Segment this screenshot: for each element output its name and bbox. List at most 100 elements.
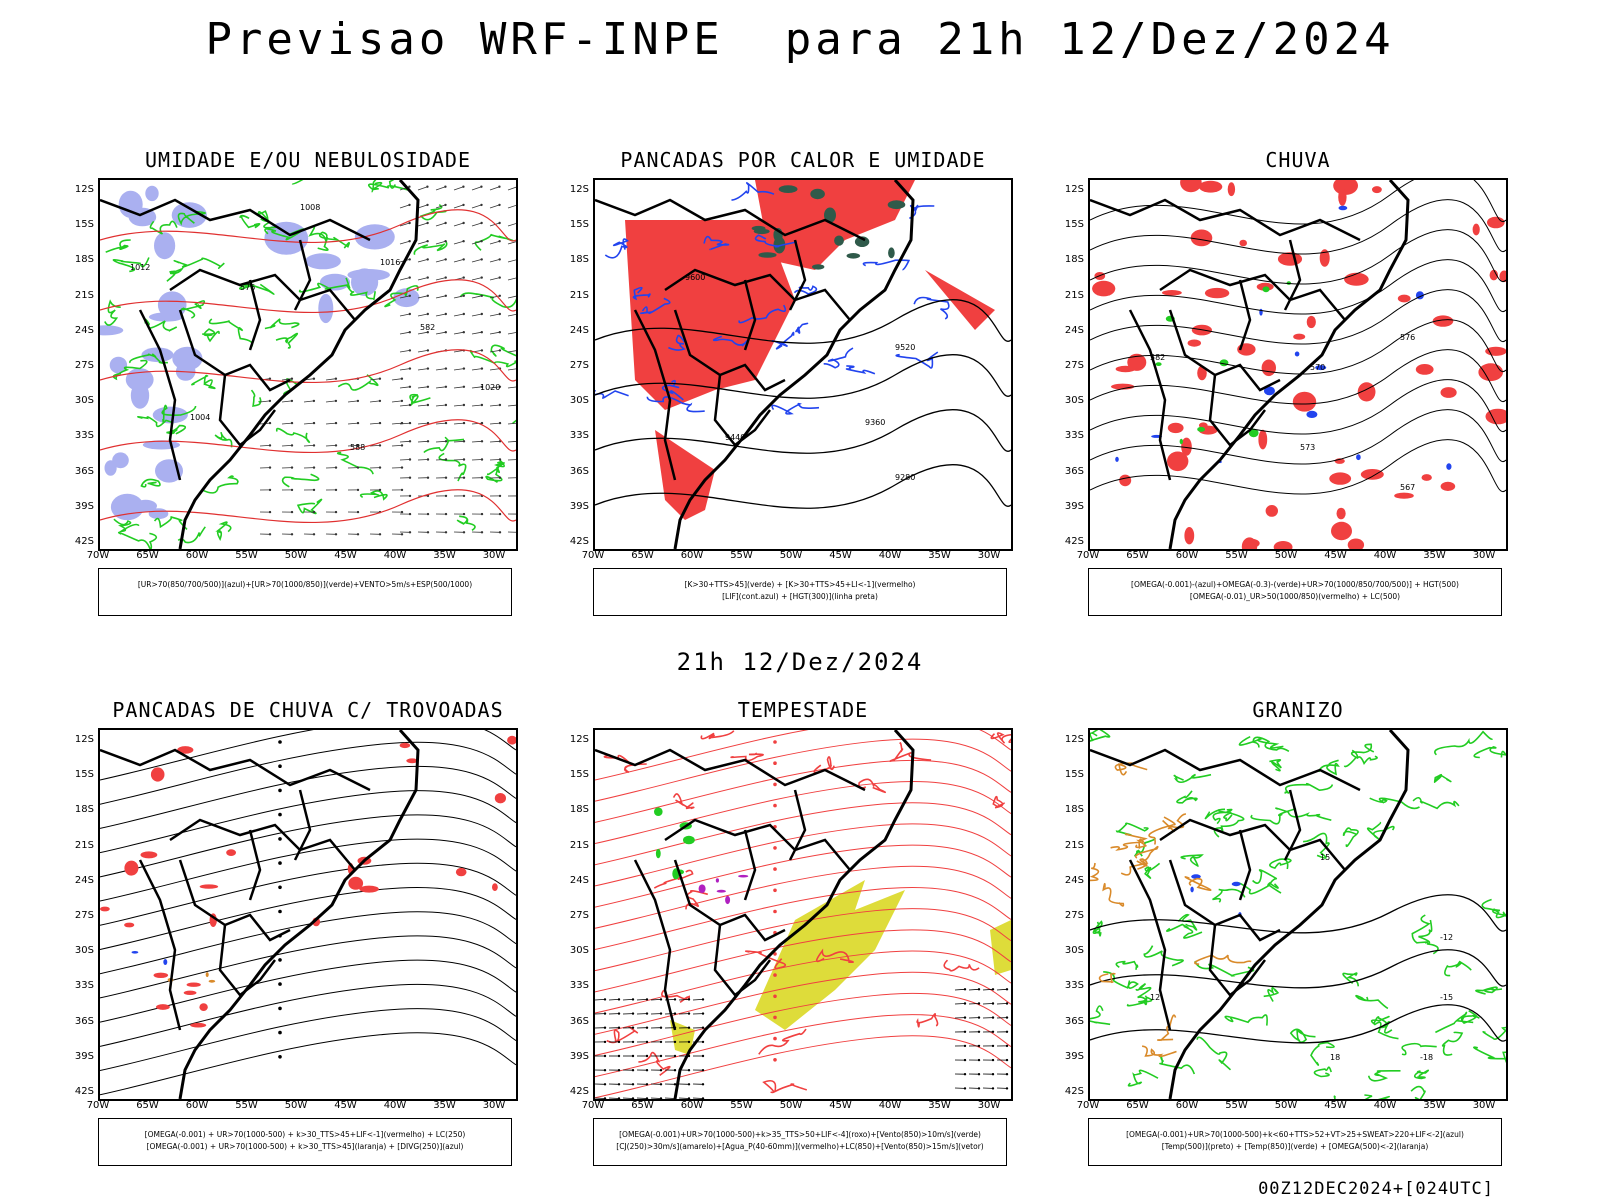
- thickness-contour: [100, 209, 516, 243]
- wind-vector-head: [334, 466, 338, 469]
- thunderstorm-area: [150, 767, 165, 782]
- wind-vector-head: [356, 444, 360, 447]
- wind-vector: [507, 277, 516, 281]
- wind-vector-head: [617, 1040, 621, 1044]
- wind-vector-head: [498, 331, 501, 334]
- wind-vector-head: [603, 1026, 607, 1029]
- wind-vector-head: [480, 276, 483, 279]
- wind-vector: [692, 1097, 704, 1099]
- temp-850-contour: [1252, 869, 1282, 894]
- temp-850-contour: [1115, 822, 1149, 836]
- state-border: [218, 924, 276, 997]
- wind-vector-head: [426, 258, 429, 261]
- temp-850-contour: [1177, 913, 1198, 931]
- wind-vector: [608, 1097, 620, 1099]
- red-instability-area: [655, 430, 715, 520]
- wind-vector: [692, 999, 704, 1001]
- wind-vector: [453, 186, 464, 191]
- high-humidity-blob: [110, 493, 144, 521]
- rain-area: [1347, 538, 1365, 549]
- lat-tick-label: 24S: [74, 874, 94, 886]
- lon-tick-label: 50W: [779, 1100, 803, 1111]
- lon-tick-label: 65W: [136, 550, 159, 561]
- wind-vector: [435, 459, 447, 461]
- wind-vector: [453, 259, 464, 263]
- height-300-contour: [595, 464, 1011, 509]
- lif-contour: [640, 297, 671, 315]
- state-border: [1168, 309, 1281, 392]
- wind-vector-head: [617, 998, 621, 1001]
- wind-vector-head: [462, 185, 465, 188]
- panel-5-legend: [OMEGA(-0.001)+UR>70(1000-500)+k>35_TTS>…: [593, 1118, 1007, 1166]
- wind-vector-head: [334, 421, 338, 425]
- lif-contour: [731, 182, 775, 201]
- wind-vector-head: [687, 1026, 691, 1029]
- wind-vector-head: [378, 466, 382, 469]
- panel-5-legend-line-1: [OMEGA(-0.001)+UR>70(1000-500)+k>35_TTS>…: [619, 1130, 981, 1139]
- low-level-humidity-contour: [308, 226, 329, 251]
- low-level-humidity-contour: [166, 267, 185, 282]
- wind-vector: [325, 445, 337, 447]
- wind-vector: [636, 999, 648, 1001]
- wind-vector: [391, 422, 403, 425]
- streamline: [100, 765, 516, 829]
- lon-tick-label: 30W: [1472, 1100, 1496, 1111]
- precipitable-water-streamline-arrow: [773, 846, 777, 850]
- wind-vector: [435, 404, 446, 407]
- wind-vector-head: [378, 421, 382, 425]
- wind-vector: [435, 277, 446, 281]
- wind-vector-head: [480, 385, 484, 388]
- low-level-humidity-contour: [129, 353, 168, 364]
- map-svg-2: 582 576 570 573 567: [1090, 180, 1506, 549]
- thunderstorm-area: [100, 906, 110, 912]
- wind-vector-head: [426, 276, 429, 279]
- wind-vector-head: [617, 1069, 621, 1072]
- panel-1-legend-line-1: [UR>70(850/700/500)](azul)+[UR>70(1000/8…: [137, 580, 473, 589]
- green-instability-area: [810, 188, 825, 200]
- wind-vector: [507, 459, 516, 461]
- rain-area: [1440, 481, 1456, 491]
- wind-vector-head: [498, 294, 501, 297]
- wind-vector-head: [312, 510, 316, 514]
- omega-green-area: [1262, 286, 1270, 293]
- wind-vector: [453, 313, 464, 317]
- lif-contour: [795, 322, 809, 334]
- contour-label: 576: [1400, 333, 1415, 342]
- wind-vector-head: [498, 221, 501, 225]
- wind-vector-head: [462, 276, 465, 279]
- rain-area: [1239, 239, 1247, 247]
- wind-vector-head: [631, 1097, 635, 1099]
- temp-850-contour: [1342, 972, 1360, 987]
- state-border: [169, 268, 356, 321]
- panel-2-legend-line-2: [LIF](cont.azul) + [HGT(300)](linha pret…: [722, 592, 878, 601]
- wind-vector-head: [408, 512, 412, 516]
- thickness-contour: [100, 279, 516, 313]
- wind-vector-head: [659, 998, 663, 1001]
- low-level-humidity-contour: [117, 531, 158, 549]
- omega-blue-area: [1446, 463, 1452, 470]
- streamline: [100, 790, 516, 854]
- coastline: [673, 180, 915, 549]
- wind-vector-head: [963, 1030, 967, 1033]
- rain-area: [1344, 272, 1369, 286]
- contour-label: 582: [1150, 353, 1165, 362]
- lon-tick-label: 60W: [680, 1100, 704, 1111]
- wind-vector-head: [462, 440, 466, 443]
- lon-tick-label: 35W: [1423, 550, 1446, 561]
- contour-label: -18: [1420, 1053, 1433, 1062]
- rain-area: [1489, 269, 1498, 281]
- rain-area: [1319, 249, 1330, 267]
- low-level-humidity-contour: [137, 415, 174, 428]
- precipitable-water-streamline: [595, 1035, 1011, 1099]
- state-border: [664, 268, 851, 321]
- streamline-850: [638, 1051, 671, 1076]
- precipitable-water-streamline-arrow: [773, 803, 777, 808]
- wind-vector: [417, 313, 428, 317]
- wind-vector-head: [408, 421, 412, 425]
- map-base-1: [595, 180, 915, 549]
- wind-vector-head: [991, 988, 995, 991]
- high-humidity-blob: [100, 325, 124, 336]
- wind-vector-head: [480, 221, 483, 225]
- lon-tick-label: 45W: [829, 1100, 852, 1111]
- wind-vector-head: [426, 312, 429, 316]
